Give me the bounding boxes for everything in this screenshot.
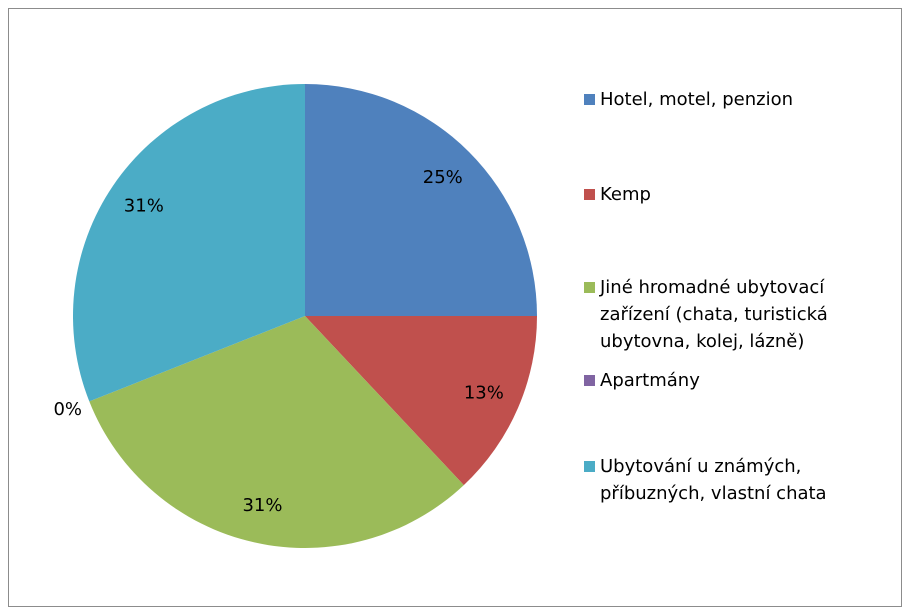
legend-label: Apartmány [600,370,700,391]
legend-label: Jiné hromadné ubytovací zařízení (chata,… [600,277,828,352]
legend-item: Jiné hromadné ubytovací zařízení (chata,… [584,274,884,355]
pie-slice [305,84,537,316]
legend-item: Ubytování u známých, příbuzných, vlastní… [584,453,884,507]
data-label: 31% [124,195,164,216]
legend-swatch [584,189,595,200]
legend-label: Kemp [600,184,651,205]
legend-label: Hotel, motel, penzion [600,89,794,110]
pie-slice [89,316,464,548]
legend-label: Ubytování u známých, příbuzných, vlastní… [600,456,827,504]
legend-swatch [584,94,595,105]
data-label: 13% [464,382,504,403]
legend-swatch [584,282,595,293]
pie-slice [305,316,537,486]
legend-item: Hotel, motel, penzion [584,86,884,113]
legend-swatch [584,375,595,386]
legend-item: Kemp [584,181,884,208]
data-label: 25% [423,167,463,188]
pie-slice [72,84,305,402]
legend-swatch [584,461,595,472]
data-label: 0% [53,399,82,420]
data-label: 31% [242,495,282,516]
legend-item: Apartmány [584,367,884,394]
